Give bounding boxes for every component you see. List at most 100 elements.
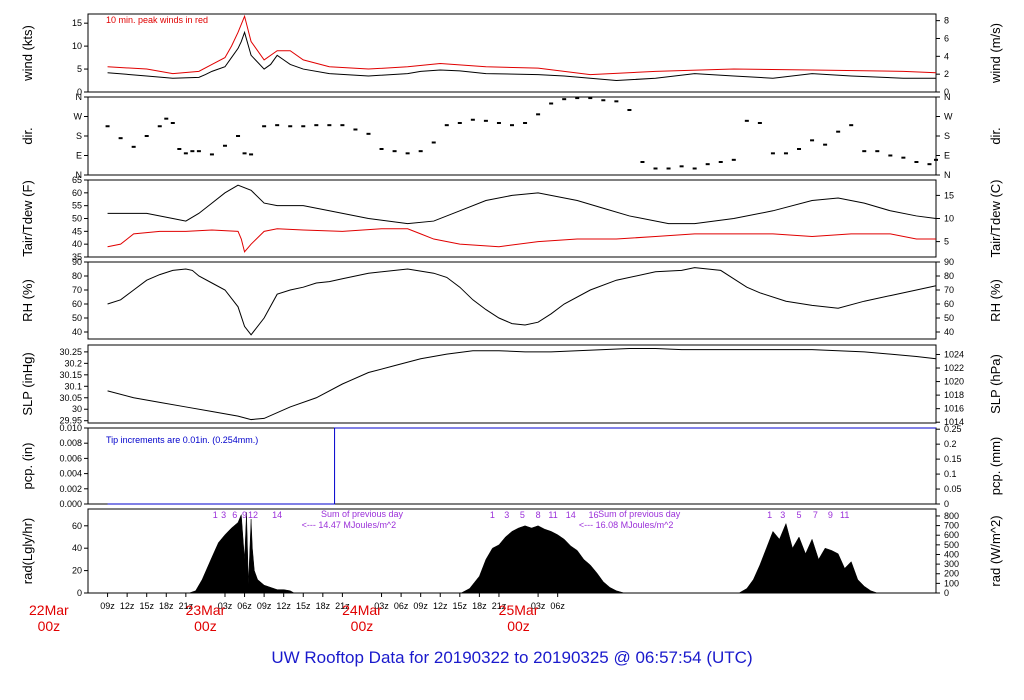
- dir-ytick-label: E: [76, 151, 82, 161]
- rh-ytick-right-label: 40: [944, 327, 954, 337]
- rad-hour-label: 16: [589, 510, 599, 520]
- slp-ytick-right-label: 1018: [944, 390, 964, 400]
- dir-point: [157, 125, 162, 128]
- dir-point: [314, 124, 319, 127]
- temp-series-tair: [107, 184, 937, 225]
- dir-ytick-right-label: W: [944, 112, 953, 122]
- x-tick-label: 15z: [139, 601, 154, 611]
- temp-ytick-label: 40: [72, 239, 82, 249]
- dir-point: [144, 135, 149, 137]
- rad-hour-label: 1: [490, 510, 495, 520]
- dir-point: [562, 98, 567, 101]
- rh-frame: [87, 261, 937, 340]
- dir-point: [934, 158, 938, 161]
- slp-ylabel: SLP (inHg): [20, 352, 35, 415]
- temp-ytick-right-label: 10: [944, 214, 954, 224]
- rad-ytick-right-label: 300: [944, 559, 959, 569]
- rad-ytick-label: 40: [72, 543, 82, 553]
- pcp-ylabel: pcp. (in): [20, 443, 35, 490]
- pcp-ytick-right-label: 0.1: [944, 469, 957, 479]
- rad-ytick-label: 60: [72, 521, 82, 531]
- temp-ytick-right-label: 5: [944, 237, 949, 247]
- temp-ytick-label: 55: [72, 201, 82, 211]
- pcp-ytick-label: 0.002: [59, 484, 82, 494]
- x-tick-label: 18z: [316, 601, 331, 611]
- dir-point: [301, 125, 306, 128]
- dir-point: [575, 97, 580, 100]
- x-tick-label: 03z: [218, 601, 233, 611]
- slp-ytick-label: 30.05: [59, 393, 82, 403]
- wind-frame: [87, 13, 937, 93]
- dir-point: [836, 130, 841, 133]
- rad-hour-label: 12: [248, 510, 258, 520]
- day-hour-label: 00z: [38, 618, 61, 634]
- dir-point: [744, 119, 749, 122]
- dir-point: [549, 102, 554, 105]
- dir-ylabel-right: dir.: [988, 127, 1003, 144]
- wind-series-1: [107, 14, 937, 76]
- dir-point: [288, 125, 293, 128]
- dir-point: [131, 145, 136, 148]
- rh-ytick-right-label: 90: [944, 257, 954, 267]
- x-tick-label: 03z: [531, 601, 546, 611]
- slp-ytick-label: 30.15: [59, 370, 82, 380]
- day-label: 25Mar: [499, 602, 539, 618]
- dir-point: [757, 122, 762, 124]
- rh-ytick-label: 80: [72, 271, 82, 281]
- dir-point: [783, 152, 788, 155]
- rad-hour-label: 3: [504, 510, 509, 520]
- rad-hour-label: 1: [767, 510, 772, 520]
- x-tick-label: 15z: [453, 601, 468, 611]
- dir-point: [444, 124, 449, 127]
- dir-point: [222, 144, 227, 147]
- dir-point: [170, 122, 175, 124]
- x-tick-label: 12z: [433, 601, 448, 611]
- dir-point: [679, 165, 684, 168]
- dir-point: [209, 153, 214, 156]
- dir-ytick-label: N: [76, 92, 83, 102]
- temp-ytick-label: 65: [72, 175, 82, 185]
- temp-ytick-label: 45: [72, 226, 82, 236]
- slp-ytick-label: 30: [72, 404, 82, 414]
- dir-point: [588, 97, 593, 100]
- wind-ytick-right-label: 8: [944, 16, 949, 26]
- pcp-ytick-label: 0.000: [59, 499, 82, 509]
- dir-point: [692, 167, 697, 170]
- x-tick-label: 03z: [374, 601, 389, 611]
- dir-point: [353, 128, 358, 131]
- rad-note: <--- 16.08 MJoules/m^2: [579, 520, 674, 530]
- pcp-ytick-label: 0.010: [59, 423, 82, 433]
- slp-ytick-right-label: 1020: [944, 377, 964, 387]
- wind-ytick-right-label: 6: [944, 33, 949, 43]
- dir-point: [275, 124, 280, 127]
- slp-ytick-label: 30.1: [64, 381, 82, 391]
- rh-ytick-label: 50: [72, 313, 82, 323]
- x-tick-label: 21z: [335, 601, 350, 611]
- rad-ytick-right-label: 600: [944, 530, 959, 540]
- dir-point: [236, 135, 241, 137]
- rad-ylabel: rad(Lgly/hr): [20, 518, 35, 584]
- dir-point: [627, 109, 632, 111]
- dir-ylabel: dir.: [20, 127, 35, 144]
- rad-hour-label: 9: [242, 510, 247, 520]
- dir-ytick-right-label: N: [944, 170, 951, 180]
- rad-hour-label: 7: [813, 510, 818, 520]
- wind-ytick-label: 10: [72, 41, 82, 51]
- dir-point: [797, 148, 802, 150]
- x-tick-label: 18z: [472, 601, 487, 611]
- chart-title: UW Rooftop Data for 20190322 to 20190325…: [271, 648, 753, 667]
- dir-point: [379, 148, 384, 150]
- rad-ytick-right-label: 0: [944, 588, 949, 598]
- dir-point: [705, 163, 710, 166]
- pcp-ytick-right-label: 0.05: [944, 484, 962, 494]
- dir-point: [849, 124, 854, 127]
- wind-ylabel: wind (kts): [20, 25, 35, 82]
- pcp-ytick-right-label: 0.2: [944, 439, 957, 449]
- slp-ytick-right-label: 1014: [944, 417, 964, 427]
- x-tick-label: 21z: [179, 601, 194, 611]
- day-label: 24Mar: [342, 602, 382, 618]
- dir-point: [927, 163, 932, 166]
- rad-note: <--- 14.47 MJoules/m^2: [302, 520, 397, 530]
- rad-hour-label: 14: [566, 510, 576, 520]
